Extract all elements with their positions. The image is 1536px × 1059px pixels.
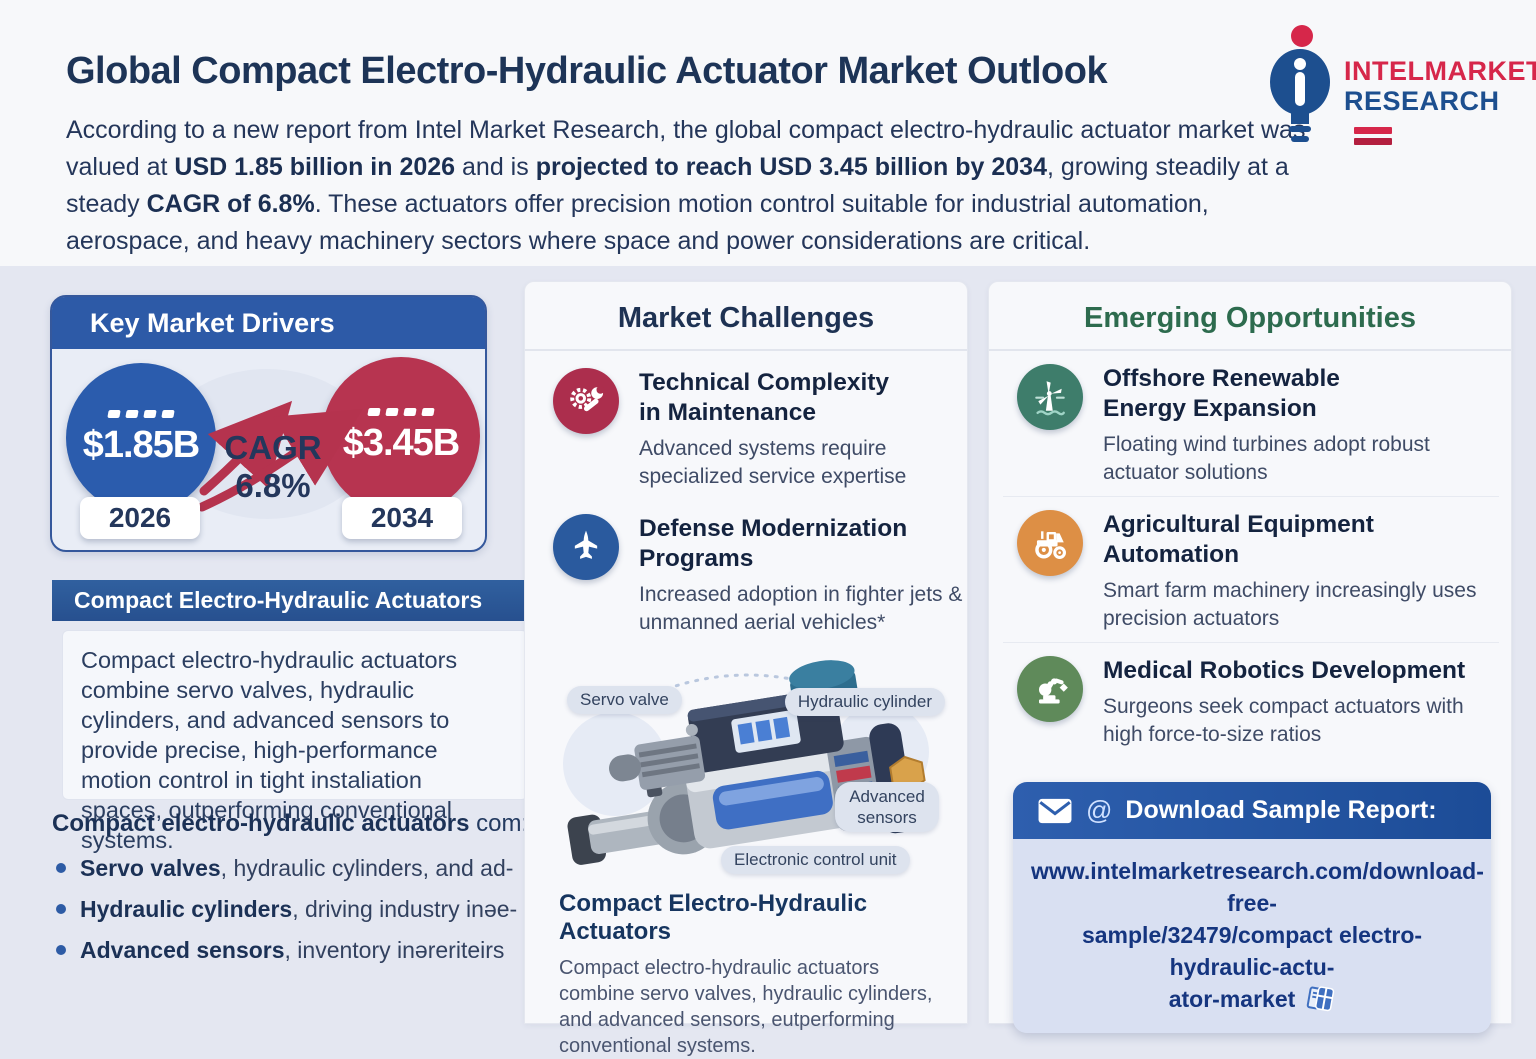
- intro-paragraph: According to a new report from Intel Mar…: [66, 116, 1306, 255]
- brand-line1: INTELMARKET: [1344, 56, 1536, 86]
- caption-text: Compact electro-hydraulic actuators comb…: [559, 957, 933, 1057]
- opportunity-item: Offshore Renewable Energy Expansion Floa…: [1017, 364, 1433, 487]
- opportunity-desc: Surgeons seek compact actuators with hig…: [1103, 695, 1464, 746]
- actuators-description: Compact electro-hydraulic actuators comb…: [62, 630, 528, 853]
- opportunity-title: Medical Robotics Development: [1103, 657, 1466, 684]
- diagram-label-servo-valve: Servo valve: [567, 686, 682, 714]
- divider: [1003, 496, 1499, 497]
- list-item-rest: , inventory inəreriteirs: [284, 937, 505, 963]
- divider: [989, 349, 1511, 351]
- emerging-opportunities-panel: Emerging Opportunities Offshore R: [988, 281, 1512, 1033]
- opportunity-title: Offshore Renewable Energy Expansion: [1103, 365, 1340, 422]
- market-value-2026-circle: $1.85B: [66, 363, 216, 513]
- diagram-label-electronic-control-unit: Electronic control unit: [721, 846, 910, 874]
- drivers-panel-body: $1.85B $3.45B CAGR 6.8% 2026 203: [52, 349, 485, 552]
- download-url-line[interactable]: sample/32479/compact electro-hydraulic-a…: [1081, 922, 1423, 980]
- list-item: Advanced sensors, inventory inəreriteirs: [52, 936, 532, 964]
- download-header: @ Download Sample Report:: [1013, 782, 1491, 839]
- robot-arm-icon: [1017, 656, 1083, 722]
- download-url[interactable]: www.intelmarketresearch.com/download-fre…: [1013, 839, 1491, 1033]
- list-item-bold: Advanced sensors: [80, 937, 285, 963]
- challenge-desc: Advanced systems require specialized ser…: [639, 437, 907, 488]
- lightbulb-icon: [1270, 25, 1330, 142]
- list-item: Hydraulic cylinders, driving industry in…: [52, 895, 532, 923]
- challenge-title: Technical Complexity in Maintenance: [639, 369, 890, 426]
- diagram-label-advanced-sensors: Advanced sensors: [835, 782, 939, 832]
- opportunity-desc: Smart farm machinery increasingly uses p…: [1103, 579, 1477, 630]
- growth-arrows-icon: [197, 400, 364, 512]
- at-symbol: @: [1086, 795, 1113, 825]
- challenge-title: Defense Modernization Programs: [639, 515, 908, 572]
- year-chip-2026: 2026: [80, 497, 200, 539]
- year-chip-2034: 2034: [342, 497, 462, 539]
- actuators-section-banner: Compact Electro-Hydraulic Actuators: [52, 580, 557, 621]
- opportunity-item: Agricultural Equipment Automation Smart …: [1017, 510, 1483, 633]
- download-url-line[interactable]: www.intelmarketresearch.com/download-fre…: [1031, 858, 1484, 916]
- list-item-bold: Hydraulic cylinders: [80, 896, 293, 922]
- market-challenges-panel: Market Challenges Technical Complexity i…: [524, 281, 969, 1057]
- opportunity-title: Agricultural Equipment Automation: [1103, 511, 1374, 568]
- brand-logo: INTELMARKET RESEARCH: [1258, 24, 1536, 146]
- components-heading-bold: Compact electro-hydraulic actuators: [52, 810, 470, 837]
- opportunities-title: Emerging Opportunities: [1084, 302, 1416, 334]
- cagr-block: CAGR 6.8%: [217, 429, 329, 505]
- components-heading-rest: com:: [469, 810, 529, 837]
- page-title: Global Compact Electro-Hydraulic Actuato…: [66, 50, 1108, 92]
- tractor-icon: [1017, 510, 1083, 576]
- report-icon: [1307, 986, 1335, 1012]
- challenge-item: Defense Modernization Programs Increased…: [553, 514, 969, 637]
- opportunity-item: Medical Robotics Development Surgeons se…: [1017, 656, 1523, 749]
- challenge-desc: Increased adoption in fighter jets & unm…: [639, 583, 963, 634]
- components-list-heading: Compact electro-hydraulic actuators com:: [52, 810, 532, 838]
- challenge-item: Technical Complexity in Maintenance Adva…: [553, 368, 939, 491]
- brand-name: INTELMARKET RESEARCH: [1344, 56, 1536, 151]
- gear-wrench-icon: [553, 368, 619, 434]
- divider: [1003, 642, 1499, 643]
- opportunity-desc: Floating wind turbines adopt robust actu…: [1103, 433, 1430, 484]
- divider: [525, 349, 967, 351]
- actuator-diagram: Servo valve Hydraulic cylinder Advanced …: [549, 644, 945, 884]
- diagram-label-hydraulic-cylinder: Hydraulic cylinder: [784, 688, 945, 716]
- download-sample-panel: @ Download Sample Report: www.intelmarke…: [1013, 782, 1491, 1033]
- key-market-drivers-panel: Key Market Drivers $1.85B $3.45B: [50, 295, 487, 552]
- brand-line2: RESEARCH: [1344, 86, 1500, 116]
- list-item: Servo valves, hydraulic cylinders, and a…: [52, 854, 532, 882]
- bullet-dot-icon: [56, 863, 66, 873]
- drivers-panel-header: Key Market Drivers: [52, 297, 485, 349]
- diagram-caption: Compact Electro-Hydraulic Actuators Comp…: [559, 890, 951, 1059]
- cagr-label: CAGR: [224, 429, 322, 466]
- caption-title: Compact Electro-Hydraulic Actuators: [559, 890, 868, 945]
- list-item-rest: , driving industry inəe-: [292, 896, 518, 922]
- cagr-value: 6.8%: [235, 467, 311, 504]
- header-band: Global Compact Electro-Hydraulic Actuato…: [0, 0, 1536, 266]
- download-header-label: Download Sample Report:: [1125, 796, 1437, 824]
- wind-turbine-icon: [1017, 364, 1083, 430]
- list-item-bold: Servo valves: [80, 855, 221, 881]
- envelope-icon: [1038, 798, 1072, 823]
- fighter-jet-icon: [553, 514, 619, 580]
- bullet-dot-icon: [56, 904, 66, 914]
- market-value-2026: $1.85B: [82, 423, 201, 466]
- challenges-title: Market Challenges: [617, 302, 875, 334]
- list-item-rest: , hydraulic cylinders, and ad-: [220, 855, 514, 881]
- components-list: Compact electro-hydraulic actuators com:…: [52, 810, 532, 977]
- brand-bars-icon: [1354, 123, 1392, 149]
- download-url-line[interactable]: ator-market: [1168, 986, 1296, 1012]
- bullet-dot-icon: [56, 945, 66, 955]
